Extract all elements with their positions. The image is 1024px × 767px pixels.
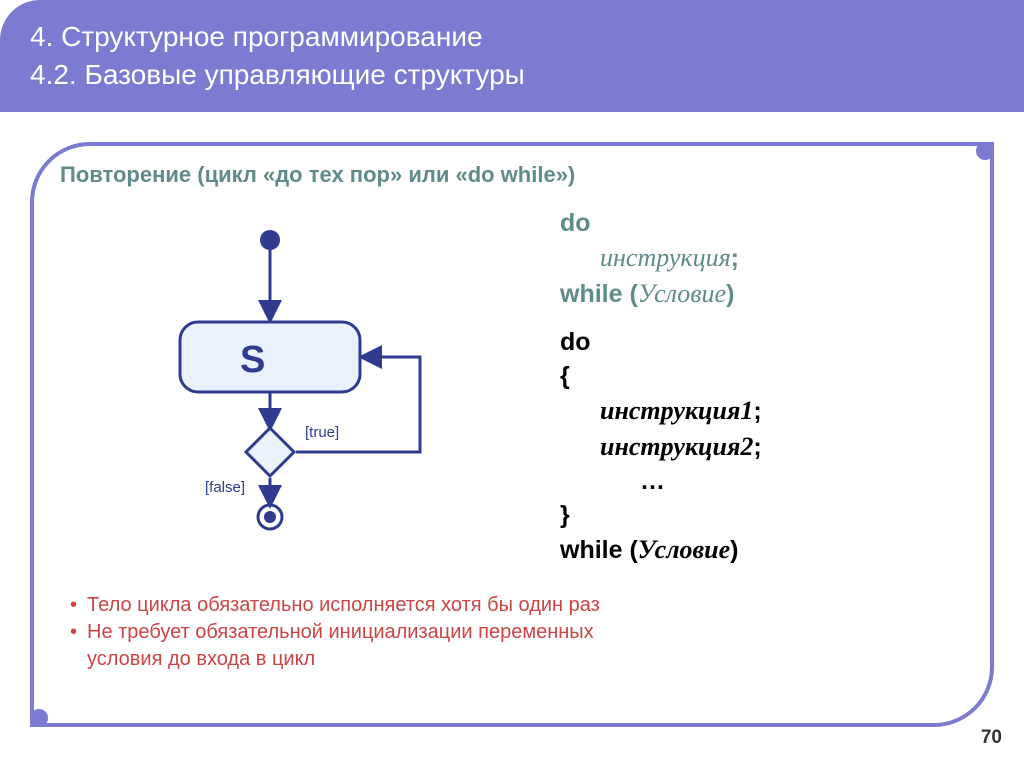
code-block-2: do { инструкция1; инструкция2; … } while… [560, 326, 762, 568]
code-instr: инструкция [600, 243, 731, 272]
decision-diamond [246, 428, 294, 476]
page-number: 70 [981, 727, 1002, 749]
code-examples: do инструкция; while (Условие) do { инст… [560, 207, 762, 569]
code-dots: … [640, 467, 665, 495]
brace-close: } [560, 501, 570, 529]
end-node [258, 505, 282, 529]
slide-header: 4. Структурное программирование 4.2. Баз… [0, 0, 1024, 112]
code-semi1: ; [753, 397, 761, 425]
code-cond: Условие [638, 279, 726, 308]
start-node [260, 230, 280, 250]
bullet-1-text: Тело цикла обязательно исполняется хотя … [87, 592, 600, 619]
kw-do: do [560, 209, 591, 237]
bullet-2-text-a: Не требует обязательной инициализации пе… [87, 621, 594, 643]
process-box [180, 322, 360, 392]
label-false: [false] [205, 479, 245, 496]
code-cond-2: Условие [638, 535, 730, 564]
code-semi2: ; [753, 433, 761, 461]
kw-do-2: do [560, 328, 591, 356]
header-line-2: 4.2. Базовые управляющие структуры [30, 56, 994, 94]
label-true: [true] [305, 424, 339, 441]
kw-while-close: ) [726, 280, 734, 308]
bullet-list: • Тело цикла обязательно исполняется хот… [70, 592, 600, 673]
code-instr2: инструкция2 [600, 432, 753, 461]
do-while-flowchart: S [true] [false] [140, 212, 480, 552]
kw-while-open: while ( [560, 280, 638, 308]
header-line-1: 4. Структурное программирование [30, 18, 994, 56]
bullet-2-text-b: условия до входа в цикл [87, 648, 315, 670]
bullet-2: • Не требует обязательной инициализации … [70, 619, 600, 673]
bullet-dot-icon: • [70, 592, 77, 619]
slide-body: Повторение (цикл «до тех пор» или «do wh… [0, 112, 1024, 759]
kw-while-open-2: while ( [560, 536, 638, 564]
section-title: Повторение (цикл «до тех пор» или «do wh… [60, 162, 575, 188]
process-box-label: S [240, 339, 265, 381]
kw-while-close-2: ) [730, 536, 738, 564]
code-block-1: do инструкция; while (Условие) [560, 207, 762, 312]
bullet-dot-icon: • [70, 619, 77, 673]
brace-open: { [560, 362, 570, 390]
code-instr1: инструкция1 [600, 396, 753, 425]
bullet-1: • Тело цикла обязательно исполняется хот… [70, 592, 600, 619]
code-semi: ; [731, 244, 739, 272]
